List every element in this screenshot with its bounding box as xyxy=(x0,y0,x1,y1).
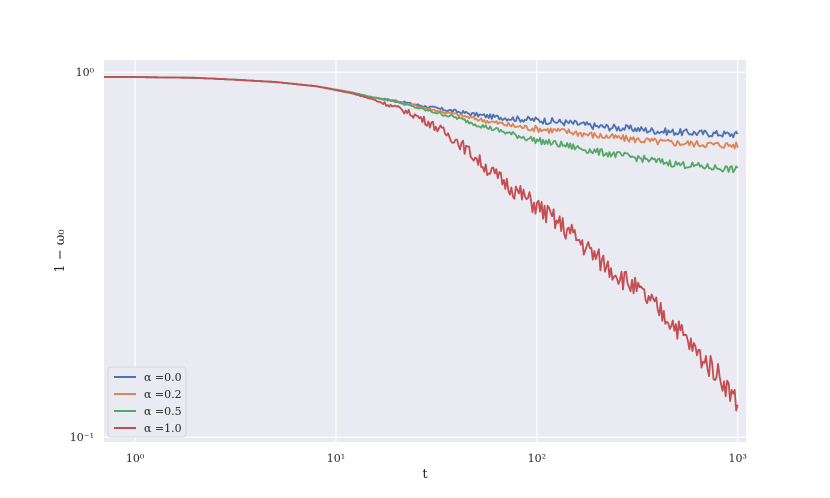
tick-labels: 10⁰ 10¹ 10² 10³ 10⁻¹ 10⁰ xyxy=(70,66,747,465)
grid-lines xyxy=(104,60,746,442)
legend-entry: α =0.0 xyxy=(144,371,182,384)
y-tick-label: 10⁻¹ xyxy=(70,431,94,444)
y-axis-label: 1 − ω₀ xyxy=(53,229,68,272)
x-tick-label: 10¹ xyxy=(327,452,345,465)
x-axis-label: t xyxy=(422,467,428,482)
series-line xyxy=(104,76,739,412)
x-tick-label: 10² xyxy=(528,452,546,465)
x-tick-label: 10³ xyxy=(728,452,746,465)
legend-box xyxy=(107,366,187,438)
series-layer xyxy=(104,76,739,412)
legend-entry: α =1.0 xyxy=(144,422,182,435)
legend: α =0.0 α =0.2 α =0.5 α =1.0 xyxy=(107,366,187,438)
x-tick-label: 10⁰ xyxy=(126,452,145,465)
legend-entry: α =0.2 xyxy=(144,388,182,401)
plot-background xyxy=(104,60,746,442)
legend-entry: α =0.5 xyxy=(144,405,182,418)
y-tick-label: 10⁰ xyxy=(76,66,95,79)
